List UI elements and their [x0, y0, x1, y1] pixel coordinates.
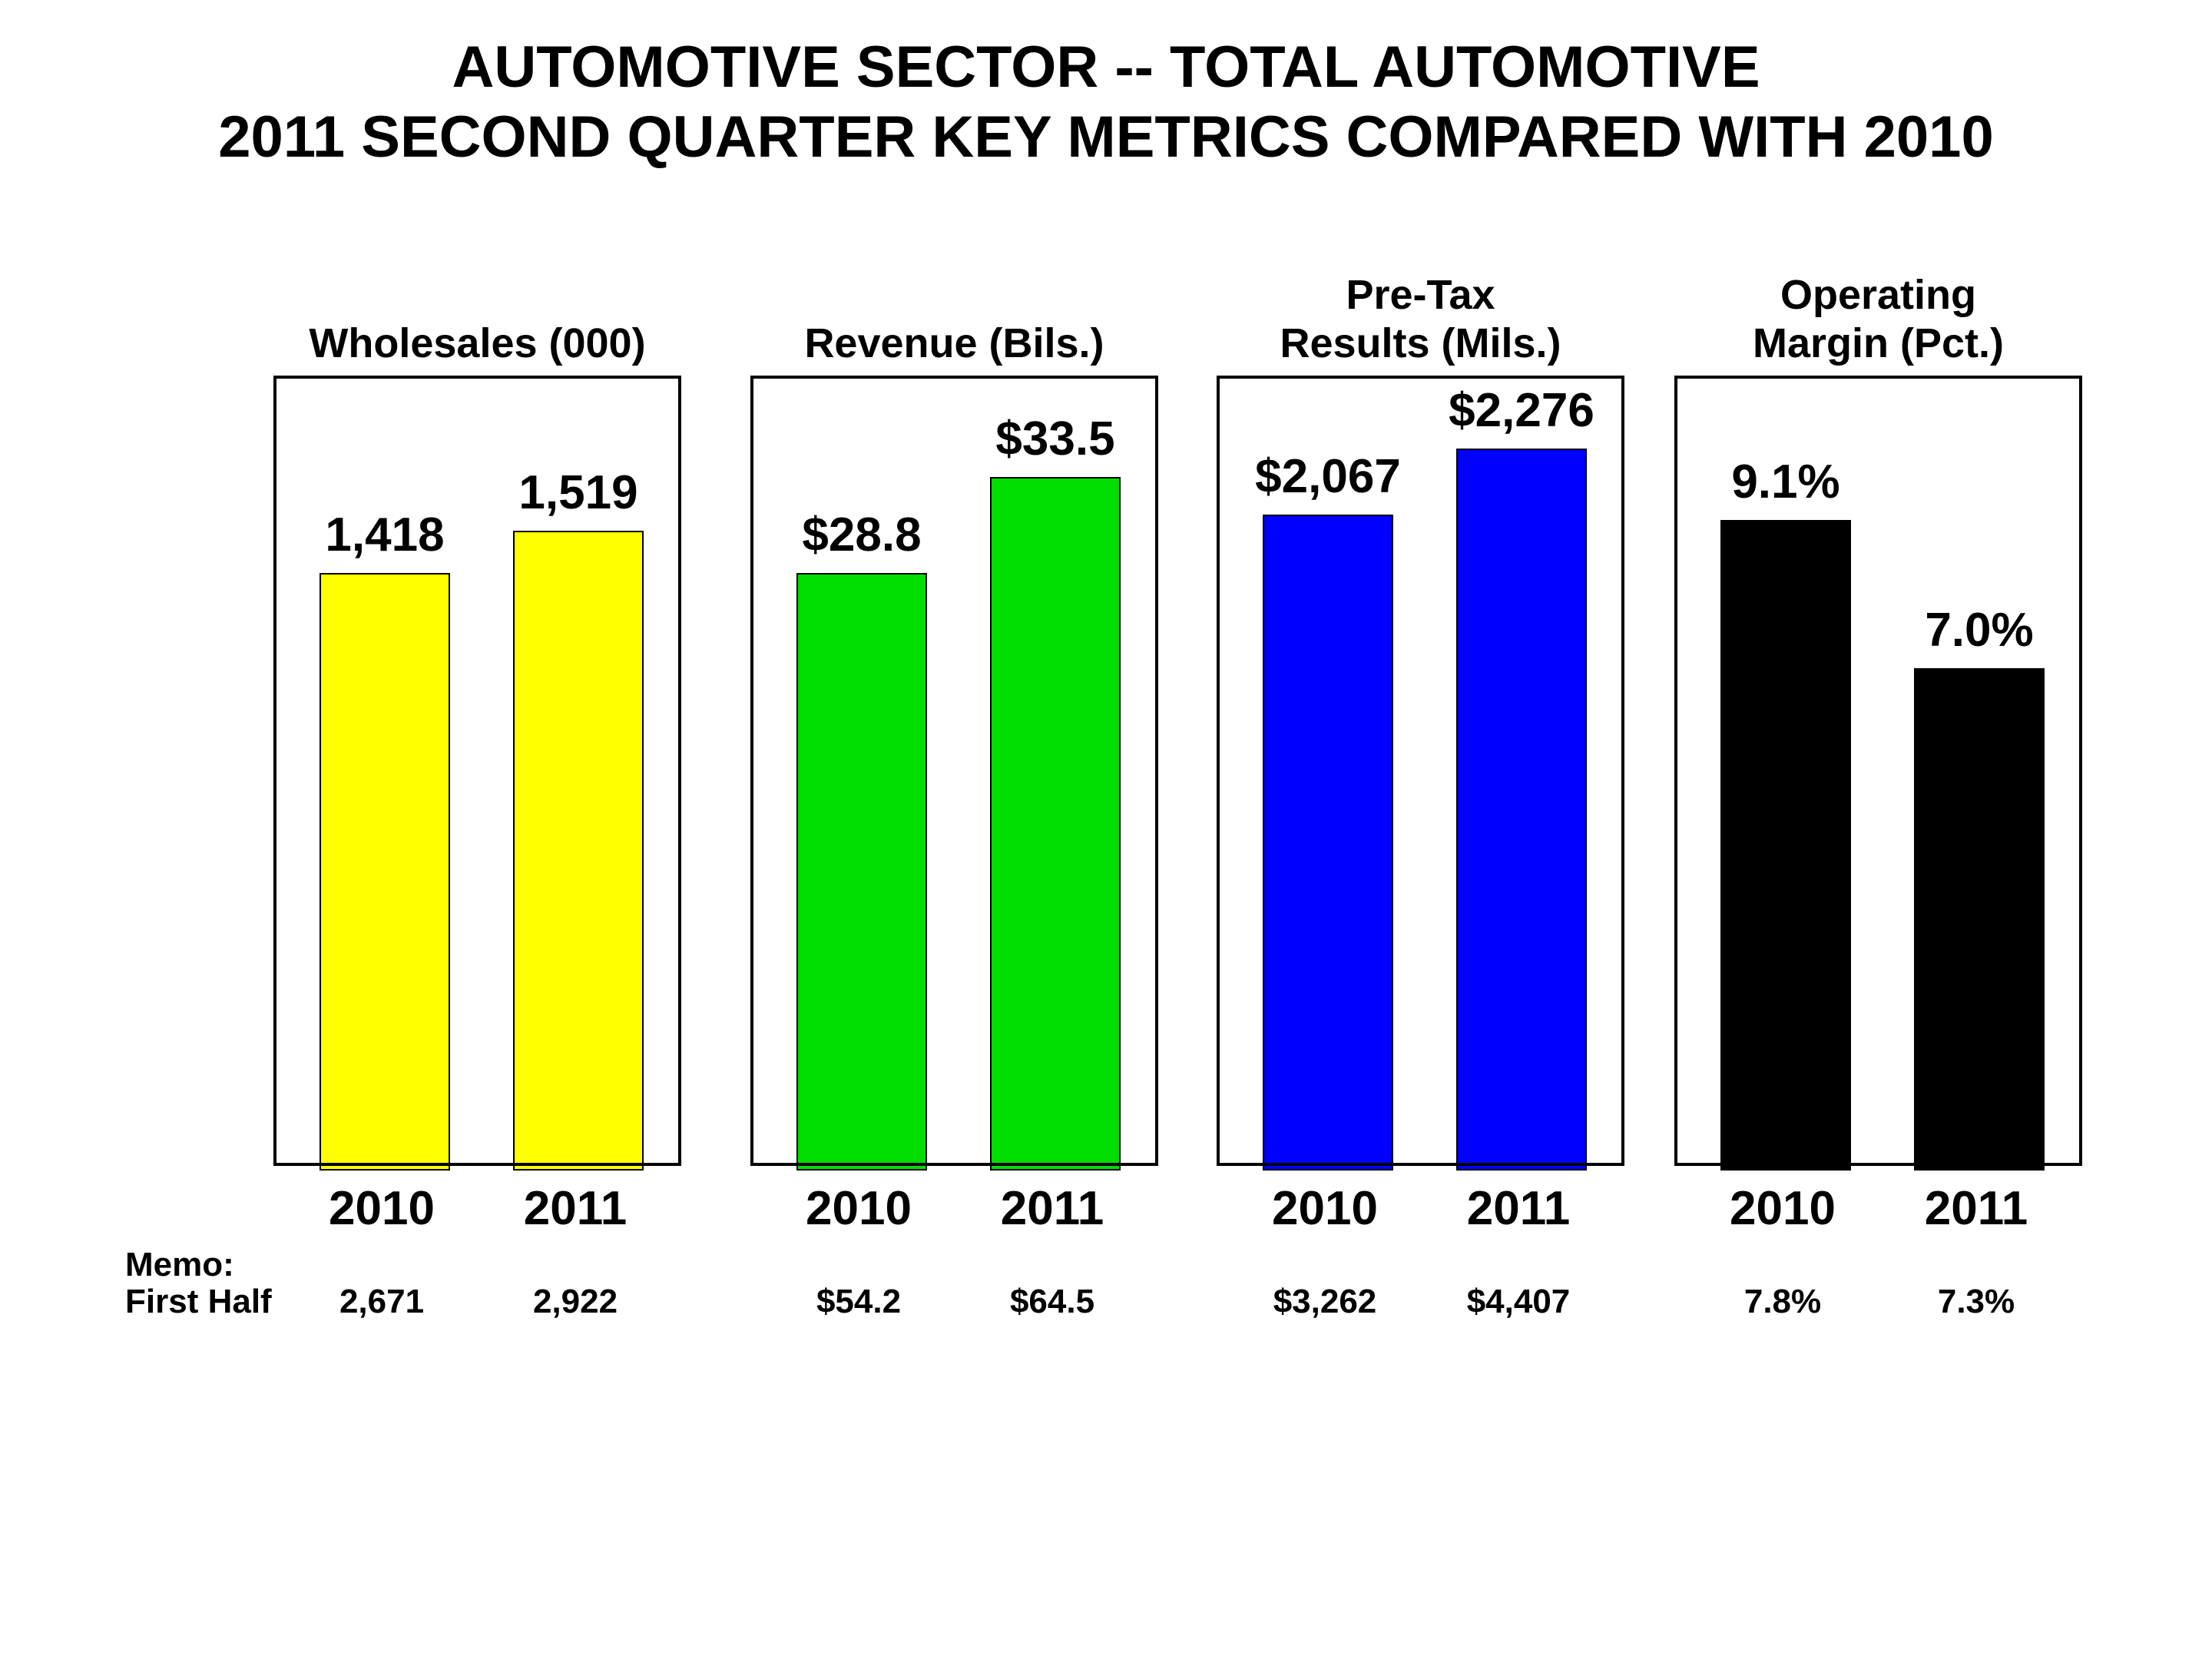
panel-title-revenue: Revenue (Bils.): [750, 320, 1158, 368]
panel-title-wholesales: Wholesales (000): [273, 320, 681, 368]
bar-operating-margin-2011: [1914, 668, 2045, 1171]
memo-value-pretax-results-2011: $4,407: [1466, 1283, 1571, 1320]
bar-revenue-2010: [796, 573, 927, 1171]
memo-value-revenue-2011: $64.5: [1009, 1283, 1095, 1320]
bar-revenue-2011: [990, 477, 1121, 1171]
chart-title-line-1: AUTOMOTIVE SECTOR -- TOTAL AUTOMOTIVE: [452, 35, 1760, 100]
bar-wholesales-2011: [513, 531, 644, 1171]
memo-value-wholesales-2010: 2,671: [339, 1283, 425, 1320]
bar-value-label-operating-margin-2010: 9.1%: [1731, 455, 1840, 508]
bar-value-label-operating-margin-2011: 7.0%: [1925, 604, 2034, 657]
memo-label: Memo:: [125, 1246, 234, 1283]
bar-operating-margin-2010: [1720, 520, 1851, 1171]
bar-value-label-wholesales-2011: 1,519: [518, 466, 638, 519]
x-axis-label-wholesales-2011: 2011: [523, 1182, 628, 1235]
panel-title-line: Revenue (Bils.): [804, 320, 1104, 366]
chart-title: AUTOMOTIVE SECTOR -- TOTAL AUTOMOTIVE 20…: [0, 32, 2212, 172]
x-axis-label-pretax-results-2011: 2011: [1466, 1182, 1571, 1235]
x-axis-label-operating-margin-2011: 2011: [1924, 1182, 2028, 1235]
bar-pretax-results-2011: [1456, 449, 1587, 1171]
bar-value-label-revenue-2011: $33.5: [995, 412, 1115, 465]
plot-area-pretax-results: $2,067 $2,276: [1220, 379, 1621, 1171]
chart-title-line-2: 2011 SECOND QUARTER KEY METRICS COMPARED…: [218, 104, 1994, 171]
bar-value-label-pretax-results-2011: $2,276: [1449, 384, 1594, 437]
panel-wholesales: 1,418 1,519: [273, 376, 681, 1171]
bar-value-label-revenue-2010: $28.8: [802, 508, 922, 561]
plot-area-operating-margin: 9.1% 7.0%: [1677, 379, 2079, 1171]
panel-operating-margin: 9.1% 7.0%: [1674, 376, 2082, 1171]
panel-title-line: Pre-Tax: [1346, 271, 1495, 318]
bar-value-label-pretax-results-2010: $2,067: [1255, 450, 1401, 503]
panel-title-line: Wholesales (000): [309, 320, 646, 366]
memo-value-operating-margin-2010: 7.8%: [1743, 1283, 1822, 1320]
memo-value-pretax-results-2010: $3,262: [1273, 1283, 1377, 1320]
x-axis-label-pretax-results-2010: 2010: [1272, 1182, 1378, 1235]
memo-first-half-label: First Half: [125, 1283, 272, 1320]
panel-title-operating-margin: Operating Margin (Pct.): [1674, 271, 2082, 368]
x-axis-label-operating-margin-2010: 2010: [1730, 1182, 1836, 1235]
panel-title-pretax-results: Pre-Tax Results (Mils.): [1217, 271, 1624, 368]
plot-area-revenue: $28.8 $33.5: [753, 379, 1155, 1171]
memo-value-wholesales-2011: 2,922: [532, 1283, 618, 1320]
panel-title-line: Results (Mils.): [1280, 320, 1561, 366]
x-axis-label-revenue-2011: 2011: [1000, 1182, 1104, 1235]
x-axis-label-revenue-2010: 2010: [806, 1182, 912, 1235]
panel-pretax-results: $2,067 $2,276: [1217, 376, 1624, 1171]
memo-value-revenue-2010: $54.2: [816, 1283, 902, 1320]
x-axis-label-wholesales-2010: 2010: [329, 1182, 435, 1235]
memo-value-operating-margin-2011: 7.3%: [1937, 1283, 2015, 1320]
bar-pretax-results-2010: [1263, 515, 1393, 1171]
bar-value-label-wholesales-2010: 1,418: [325, 508, 445, 561]
panel-title-line: Margin (Pct.): [1752, 320, 2004, 366]
bar-wholesales-2010: [320, 573, 450, 1171]
panel-revenue: $28.8 $33.5: [750, 376, 1158, 1171]
panel-title-line: Operating: [1780, 271, 1977, 318]
plot-area-wholesales: 1,418 1,519: [276, 379, 678, 1171]
